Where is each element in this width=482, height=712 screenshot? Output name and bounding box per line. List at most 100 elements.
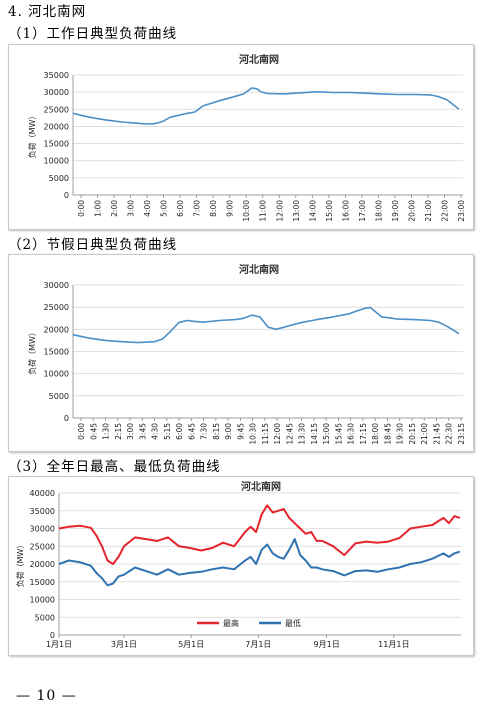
subheading-annual: （3）全年日最高、最低负荷曲线	[8, 459, 221, 475]
y-tick-label: 30000	[44, 281, 69, 290]
y-tick-label: 20000	[44, 122, 69, 131]
x-tick-label: 8:00	[209, 200, 218, 217]
y-tick-label: 15000	[44, 140, 69, 149]
x-tick-label: 20:15	[408, 423, 417, 445]
y-axis-label: 负荷（MW）	[27, 112, 37, 159]
x-tick-label: 8:15	[212, 423, 221, 440]
x-tick-label: 15:45	[334, 423, 343, 445]
chart-holiday: 河北南网 0 5000 10000 15000 20000 25000 30000 负荷（MW）…	[8, 254, 474, 452]
y-tick-label: 15000	[44, 348, 69, 357]
x-tick-label: 7月1日	[245, 640, 271, 649]
x-tick-label: 4:00	[143, 200, 152, 217]
x-tick-label: 12:00	[275, 200, 284, 222]
legend-label-1: 最高	[223, 618, 239, 628]
x-tick-label: 0:00	[77, 423, 86, 440]
subheading-holiday: （2）节假日典型负荷曲线	[8, 237, 178, 253]
x-tick-label: 10:30	[249, 423, 258, 445]
y-tick-label: 25000	[44, 303, 69, 312]
x-tick-label: 12:45	[285, 423, 294, 445]
x-tick-label: 4:30	[151, 423, 160, 440]
x-tick-label: 2:15	[114, 423, 123, 440]
x-tick-label: 3:45	[138, 423, 147, 440]
x-tick-label: 18:45	[383, 423, 392, 445]
x-tick-label: 9:00	[224, 423, 233, 440]
x-tick-label: 10:00	[242, 200, 251, 222]
x-tick-label: 13:00	[292, 200, 301, 222]
y-tick-label: 25000	[44, 105, 69, 114]
x-tick-label: 3:00	[126, 423, 135, 440]
x-tick-label: 15:00	[325, 200, 334, 222]
x-tick-label: 23:15	[457, 423, 466, 445]
x-tick-label: 0:00	[77, 200, 86, 217]
chart-title: 河北南网	[239, 53, 279, 66]
x-tick-label: 19:00	[391, 200, 400, 222]
page-number: — 10 —	[16, 688, 77, 704]
y-tick-label: 5000	[49, 174, 69, 183]
x-tick-label: 18:00	[371, 423, 380, 445]
y-tick-label: 25000	[30, 542, 55, 551]
y-tick-label: 0	[64, 191, 69, 200]
x-tick-label: 7:00	[193, 200, 202, 217]
subheading-workday: （1）工作日典型负荷曲线	[8, 26, 178, 42]
chart-holiday-svg: 河北南网 0 5000 10000 15000 20000 25000 30000 负荷（MW）…	[27, 263, 466, 445]
y-tick-label: 10000	[44, 157, 69, 166]
x-tick-label: 6:45	[187, 423, 196, 440]
x-tick-label: 13:30	[298, 423, 307, 445]
x-tick-label: 9:45	[236, 423, 245, 440]
y-tick-label: 35000	[44, 71, 69, 80]
x-tick-label: 0:45	[89, 423, 98, 440]
x-tick-label: 1:30	[102, 423, 111, 440]
x-tick-label: 21:00	[420, 423, 429, 445]
x-tick-label: 5月1日	[178, 640, 204, 649]
series-line-1	[72, 87, 460, 125]
x-tick-label: 11:15	[261, 423, 270, 445]
y-tick-label: 5000	[49, 392, 69, 401]
y-tick-label: 15000	[30, 578, 55, 587]
x-tick-label: 22:00	[440, 200, 449, 222]
y-tick-label: 35000	[30, 507, 55, 516]
x-tick-label: 11月1日	[378, 640, 409, 649]
chart-workday-svg: 河北南网 0 5000 10000 15000 20000 25000 30000 35000 负…	[27, 53, 466, 222]
y-tick-label: 10000	[30, 596, 55, 605]
series-line-1	[58, 504, 461, 565]
x-tick-label: 19:30	[396, 423, 405, 445]
series-line-2	[58, 538, 461, 587]
x-tick-label: 12:00	[273, 423, 282, 445]
y-tick-label: 10000	[44, 370, 69, 379]
chart-title: 河北南网	[239, 263, 279, 276]
x-tick-label: 2:00	[110, 200, 119, 217]
chart-annual-svg: 河北南网 0 5000 10000 15000 20000 25000 30000 35000 4…	[15, 480, 461, 649]
x-tick-label: 6:00	[176, 200, 185, 217]
x-tick-label: 16:00	[341, 200, 350, 222]
y-tick-label: 30000	[30, 525, 55, 534]
x-tick-label: 14:15	[310, 423, 319, 445]
x-tick-label: 5:15	[163, 423, 172, 440]
y-axis-label: 负荷（MW）	[15, 541, 25, 588]
legend-label-2: 最低	[285, 618, 301, 628]
x-tick-label: 1:00	[94, 200, 103, 217]
y-axis-label: 负荷（MW）	[27, 328, 37, 375]
x-tick-label: 9月1日	[314, 640, 340, 649]
chart-workday: 河北南网 0 5000 10000 15000 20000 25000 30000 35000 负…	[8, 44, 474, 230]
y-tick-label: 20000	[44, 325, 69, 334]
x-tick-label: 9:00	[226, 200, 235, 217]
y-tick-label: 30000	[44, 88, 69, 97]
x-tick-label: 21:45	[432, 423, 441, 445]
x-tick-label: 23:00	[457, 200, 466, 222]
chart-title: 河北南网	[241, 480, 281, 493]
y-tick-label: 0	[50, 631, 55, 640]
x-tick-label: 7:30	[200, 423, 209, 440]
x-tick-label: 17:15	[359, 423, 368, 445]
x-tick-label: 14:00	[308, 200, 317, 222]
y-tick-label: 40000	[30, 489, 55, 498]
x-tick-label: 5:00	[160, 200, 169, 217]
x-tick-label: 1月1日	[46, 640, 72, 649]
x-tick-label: 6:00	[175, 423, 184, 440]
x-tick-label: 11:00	[259, 200, 268, 222]
y-tick-label: 5000	[35, 613, 55, 622]
x-tick-label: 21:00	[424, 200, 433, 222]
section-heading: 4. 河北南网	[8, 4, 87, 20]
x-tick-label: 22:30	[445, 423, 454, 445]
x-tick-label: 15:00	[322, 423, 331, 445]
x-tick-label: 20:00	[407, 200, 416, 222]
